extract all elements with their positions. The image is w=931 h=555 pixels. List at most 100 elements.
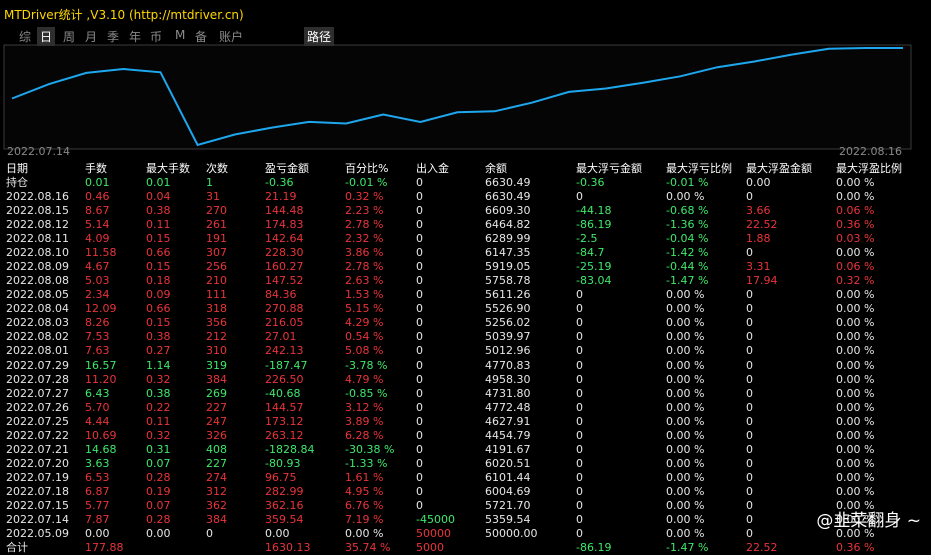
table-cell: 0.00 %: [836, 372, 875, 386]
table-cell: 0.00 %: [836, 484, 875, 498]
table-cell: -0.68 %: [666, 204, 709, 218]
table-cell: 2.32 %: [345, 232, 384, 246]
table-cell: 312: [206, 484, 227, 498]
table-cell: 0.46: [85, 190, 110, 204]
table-cell: -1.42 %: [666, 246, 709, 260]
table-cell: 0: [416, 344, 423, 358]
table-cell: 最大浮亏比例: [666, 162, 732, 175]
table-cell: 0.00 %: [836, 176, 875, 189]
table-cell: 0.00 %: [666, 456, 705, 470]
table-cell: 4191.67: [485, 442, 531, 456]
tab[interactable]: 综: [19, 30, 32, 44]
table-cell: 6609.30: [485, 204, 531, 218]
table-cell: 0: [746, 358, 753, 372]
table-cell: -0.85 %: [345, 386, 388, 400]
table-cell: 2022.07.26: [6, 400, 69, 414]
table-cell: 84.36: [265, 288, 297, 302]
table-cell: -86.19: [576, 218, 612, 232]
table-cell: 0.11: [146, 414, 171, 428]
table-cell: 2022.07.20: [6, 456, 69, 470]
tab[interactable]: 币: [150, 30, 163, 44]
table-cell: 最大浮盈比例: [836, 162, 902, 175]
table-cell: 191: [206, 232, 227, 246]
tab[interactable]: 备: [195, 30, 208, 44]
table-cell: 0: [746, 316, 753, 330]
table-cell: 6004.69: [485, 484, 531, 498]
table-cell: 0: [416, 218, 423, 232]
table-cell: 盈亏金额: [265, 162, 309, 175]
table-cell: 0: [416, 260, 423, 274]
table-cell: 0.15: [146, 260, 171, 274]
table-cell: 0.66: [146, 302, 171, 316]
table-cell: 0.00 %: [666, 386, 705, 400]
tab[interactable]: 季: [107, 30, 120, 44]
table-cell: 6464.82: [485, 218, 531, 232]
table-cell: 0.15: [146, 316, 171, 330]
tab[interactable]: 路径: [304, 27, 335, 46]
table-cell: 0.00: [85, 527, 110, 540]
table-cell: 0.00 %: [666, 512, 705, 526]
table-cell: 0.38: [146, 386, 171, 400]
table-cell: 5359.54: [485, 512, 531, 526]
table-cell: 0.01: [146, 176, 171, 189]
table-cell: 0: [746, 414, 753, 428]
table-cell: 0.32 %: [836, 274, 875, 288]
table-cell: 0: [416, 470, 423, 484]
table-cell: 1.14: [146, 358, 171, 372]
table-cell: 17.94: [746, 274, 778, 288]
table-cell: -187.47: [265, 358, 308, 372]
table-cell: 0: [746, 512, 753, 526]
table-cell: 0: [746, 470, 753, 484]
table-cell: 22.52: [746, 218, 778, 232]
table-cell: 0: [416, 274, 423, 288]
table-cell: 8.26: [85, 316, 110, 330]
table-cell: 0.00 %: [666, 470, 705, 484]
x-start-label: 2022.07.14: [7, 145, 70, 158]
table-cell: 4.95 %: [345, 484, 384, 498]
table-cell: -1.36 %: [666, 218, 709, 232]
table-cell: 0: [416, 456, 423, 470]
table-cell: 3.86 %: [345, 246, 384, 260]
table-cell: 0: [576, 498, 583, 512]
table-cell: 0: [576, 316, 583, 330]
tab[interactable]: 月: [85, 30, 98, 44]
table-cell: 0: [416, 316, 423, 330]
table-cell: 307: [206, 246, 227, 260]
table-cell: -0.36: [265, 176, 294, 189]
table-cell: 0: [576, 288, 583, 302]
tab[interactable]: 年: [129, 30, 142, 44]
table-cell: 2022.08.15: [6, 204, 69, 218]
table-cell: 0: [746, 190, 753, 204]
table-cell: 0.38: [146, 204, 171, 218]
table-cell: 0: [576, 344, 583, 358]
table-cell: 0.00 %: [836, 470, 875, 484]
table-cell: -3.78 %: [345, 358, 388, 372]
table-cell: 0: [576, 190, 583, 204]
table-cell: 5919.05: [485, 260, 531, 274]
table-cell: -86.19: [576, 541, 612, 555]
table-cell: 21.19: [265, 190, 297, 204]
table-cell: 0.00 %: [836, 512, 875, 526]
table-cell: 0.11: [146, 218, 171, 232]
table-cell: 0.00 %: [666, 288, 705, 302]
table-cell: 2022.07.14: [6, 512, 69, 526]
table-cell: 27.01: [265, 330, 297, 344]
tab[interactable]: 周: [63, 30, 76, 44]
table-cell: 2022.08.16: [6, 190, 69, 204]
table-cell: 1.88: [746, 232, 771, 246]
table-cell: 2.78 %: [345, 218, 384, 232]
table-cell: 0: [576, 428, 583, 442]
table-cell: 0: [576, 414, 583, 428]
tab[interactable]: 账户: [219, 30, 244, 44]
table-cell: 0.00 %: [666, 302, 705, 316]
table-cell: 173.12: [265, 414, 304, 428]
table-cell: 2022.07.28: [6, 372, 69, 386]
table-cell: 2.23 %: [345, 204, 384, 218]
table-cell: 50000.00: [485, 527, 538, 540]
table-cell: 263.12: [265, 428, 304, 442]
table-cell: 0.00 %: [836, 190, 875, 204]
table-cell: 2022.05.09: [6, 527, 69, 540]
tab[interactable]: 日: [37, 27, 56, 46]
tab[interactable]: M: [175, 28, 186, 42]
table-cell: 0.09: [146, 288, 171, 302]
